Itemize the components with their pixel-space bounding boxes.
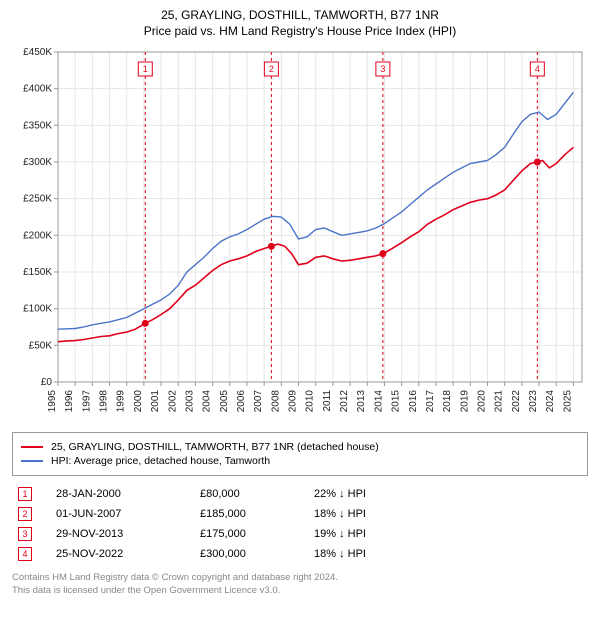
legend: 25, GRAYLING, DOSTHILL, TAMWORTH, B77 1N… [12, 432, 588, 476]
svg-text:2016: 2016 [408, 390, 419, 413]
sale-row: 1 28-JAN-2000 £80,000 22% ↓ HPI [12, 484, 588, 504]
sales-table: 1 28-JAN-2000 £80,000 22% ↓ HPI 2 01-JUN-2007… [12, 484, 588, 564]
sale-hpi-diff: 18% ↓ HPI [314, 508, 424, 520]
footer-attribution: Contains HM Land Registry data © Crown c… [12, 572, 588, 598]
sale-hpi-diff: 22% ↓ HPI [314, 488, 424, 500]
svg-text:£150K: £150K [23, 267, 52, 278]
svg-text:2019: 2019 [459, 390, 470, 413]
svg-text:2003: 2003 [184, 390, 195, 413]
svg-text:1995: 1995 [47, 390, 58, 413]
svg-text:2010: 2010 [305, 390, 316, 413]
legend-swatch [21, 460, 43, 462]
svg-text:2022: 2022 [511, 390, 522, 413]
svg-text:2007: 2007 [253, 390, 264, 413]
sale-marker: 3 [18, 527, 32, 541]
svg-text:2014: 2014 [373, 390, 384, 413]
svg-text:1996: 1996 [64, 390, 75, 413]
svg-text:2004: 2004 [202, 390, 213, 413]
svg-text:£450K: £450K [23, 47, 52, 58]
svg-text:£350K: £350K [23, 120, 52, 131]
sale-row: 3 29-NOV-2013 £175,000 19% ↓ HPI [12, 524, 588, 544]
svg-text:2021: 2021 [494, 390, 505, 413]
svg-text:£100K: £100K [23, 304, 52, 315]
svg-text:£400K: £400K [23, 84, 52, 95]
footer-line: Contains HM Land Registry data © Crown c… [12, 572, 588, 585]
svg-text:1998: 1998 [99, 390, 110, 413]
svg-text:2005: 2005 [219, 390, 230, 413]
svg-text:1997: 1997 [81, 390, 92, 413]
legend-row: HPI: Average price, detached house, Tamw… [21, 455, 579, 467]
svg-text:2012: 2012 [339, 390, 350, 413]
price-chart: £0 £50K £100K £150K £200K £250K £300K £350K £400… [12, 46, 588, 426]
sale-hpi-diff: 18% ↓ HPI [314, 548, 424, 560]
svg-text:2002: 2002 [167, 390, 178, 413]
sale-price: £80,000 [200, 488, 290, 500]
svg-text:3: 3 [380, 64, 385, 74]
sale-marker: 4 [18, 547, 32, 561]
svg-text:2025: 2025 [562, 390, 573, 413]
svg-text:2020: 2020 [477, 390, 488, 413]
svg-text:2017: 2017 [425, 390, 436, 413]
svg-text:2023: 2023 [528, 390, 539, 413]
sale-date: 25-NOV-2022 [56, 548, 176, 560]
footer-line: This data is licensed under the Open Gov… [12, 585, 588, 598]
sale-price: £175,000 [200, 528, 290, 540]
sale-price: £300,000 [200, 548, 290, 560]
svg-text:£0: £0 [41, 377, 53, 388]
svg-text:£50K: £50K [29, 340, 53, 351]
svg-text:2009: 2009 [288, 390, 299, 413]
legend-label: 25, GRAYLING, DOSTHILL, TAMWORTH, B77 1N… [51, 441, 379, 453]
svg-text:£200K: £200K [23, 230, 52, 241]
svg-text:2001: 2001 [150, 390, 161, 413]
svg-text:£250K: £250K [23, 194, 52, 205]
sale-row: 2 01-JUN-2007 £185,000 18% ↓ HPI [12, 504, 588, 524]
svg-text:1999: 1999 [116, 390, 127, 413]
legend-swatch [21, 446, 43, 448]
svg-text:2008: 2008 [270, 390, 281, 413]
svg-text:4: 4 [535, 64, 540, 74]
sale-hpi-diff: 19% ↓ HPI [314, 528, 424, 540]
sale-row: 4 25-NOV-2022 £300,000 18% ↓ HPI [12, 544, 588, 564]
sale-marker: 2 [18, 507, 32, 521]
svg-text:2006: 2006 [236, 390, 247, 413]
sale-date: 01-JUN-2007 [56, 508, 176, 520]
sale-date: 29-NOV-2013 [56, 528, 176, 540]
page-subtitle: Price paid vs. HM Land Registry's House … [12, 24, 588, 38]
svg-text:2000: 2000 [133, 390, 144, 413]
svg-text:2013: 2013 [356, 390, 367, 413]
svg-text:2: 2 [269, 64, 274, 74]
sale-price: £185,000 [200, 508, 290, 520]
svg-text:2015: 2015 [391, 390, 402, 413]
svg-text:2011: 2011 [322, 390, 333, 412]
svg-text:1: 1 [143, 64, 148, 74]
svg-text:2018: 2018 [442, 390, 453, 413]
sale-date: 28-JAN-2000 [56, 488, 176, 500]
legend-label: HPI: Average price, detached house, Tamw… [51, 455, 270, 467]
sale-marker: 1 [18, 487, 32, 501]
svg-text:£300K: £300K [23, 157, 52, 168]
svg-text:2024: 2024 [545, 390, 556, 413]
legend-row: 25, GRAYLING, DOSTHILL, TAMWORTH, B77 1N… [21, 441, 579, 453]
page-title: 25, GRAYLING, DOSTHILL, TAMWORTH, B77 1N… [12, 8, 588, 22]
